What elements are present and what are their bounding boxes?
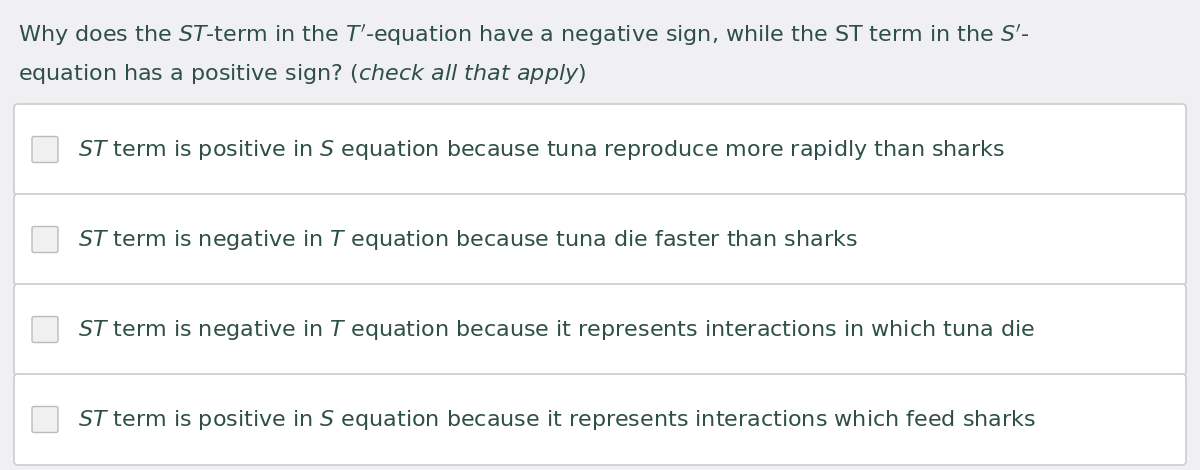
Text: $\mathit{ST}$ term is negative in $\mathit{T}$ equation because tuna die faster : $\mathit{ST}$ term is negative in $\math… [78, 227, 858, 251]
FancyBboxPatch shape [32, 136, 58, 163]
FancyBboxPatch shape [14, 374, 1186, 465]
FancyBboxPatch shape [32, 407, 58, 432]
Text: $\mathit{ST}$ term is positive in $\mathit{S}$ equation because tuna reproduce m: $\mathit{ST}$ term is positive in $\math… [78, 138, 1006, 162]
FancyBboxPatch shape [32, 316, 58, 343]
Text: $\mathit{ST}$ term is negative in $\mathit{T}$ equation because it represents in: $\mathit{ST}$ term is negative in $\math… [78, 318, 1034, 342]
Text: $\mathit{ST}$ term is positive in $\mathit{S}$ equation because it represents in: $\mathit{ST}$ term is positive in $\math… [78, 407, 1036, 431]
Text: Why does the $\mathit{ST}$-term in the $\mathit{T}^{\prime}$-equation have a neg: Why does the $\mathit{ST}$-term in the $… [18, 22, 1030, 47]
FancyBboxPatch shape [14, 104, 1186, 195]
FancyBboxPatch shape [32, 227, 58, 252]
FancyBboxPatch shape [14, 194, 1186, 285]
Text: equation has a positive sign? ($\mathit{check\ all\ that\ apply}$): equation has a positive sign? ($\mathit{… [18, 62, 587, 86]
FancyBboxPatch shape [14, 284, 1186, 375]
